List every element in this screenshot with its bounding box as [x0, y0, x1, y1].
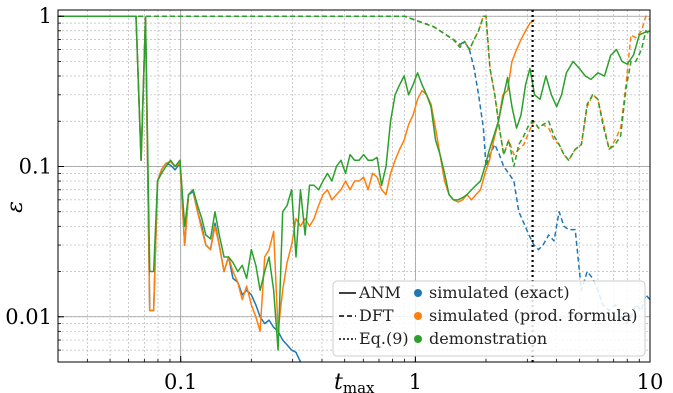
legend: ANM DFT Eq.(9) simulated (exact) simulated (… — [332, 280, 646, 357]
y-axis-label: ε — [3, 201, 28, 213]
y-tick-label: 1 — [39, 4, 52, 28]
legend-linestyle-label: ANM — [358, 283, 401, 302]
x-axis-label-sub: max — [343, 379, 375, 393]
ticks-layer: 0.1 1 10 0.01 0.1 1 — [5, 4, 663, 393]
x-axis-label: tmax — [334, 370, 375, 393]
x-tick-label: 10 — [637, 370, 664, 393]
x-tick-label: 1 — [409, 370, 422, 393]
legend-linestyle-label: DFT — [359, 306, 394, 325]
legend-color-label: simulated (prod. formula) — [429, 306, 637, 325]
legend-linestyle-label: Eq.(9) — [359, 329, 409, 348]
legend-color-marker — [414, 335, 422, 343]
y-tick-label: 0.1 — [19, 154, 52, 178]
x-axis-label-main: t — [334, 370, 343, 393]
y-tick-label: 0.01 — [5, 305, 52, 329]
series-layer — [58, 15, 650, 362]
series-line-dashed — [58, 15, 650, 168]
x-tick-label: 0.1 — [164, 370, 197, 393]
legend-color-label: demonstration — [429, 329, 547, 348]
legend-color-marker — [414, 289, 422, 297]
series-line-solid — [58, 15, 650, 351]
plot-frame — [57, 9, 651, 363]
legend-color-marker — [414, 312, 422, 320]
legend-color-label: simulated (exact) — [429, 283, 570, 302]
legend-box — [332, 280, 646, 357]
